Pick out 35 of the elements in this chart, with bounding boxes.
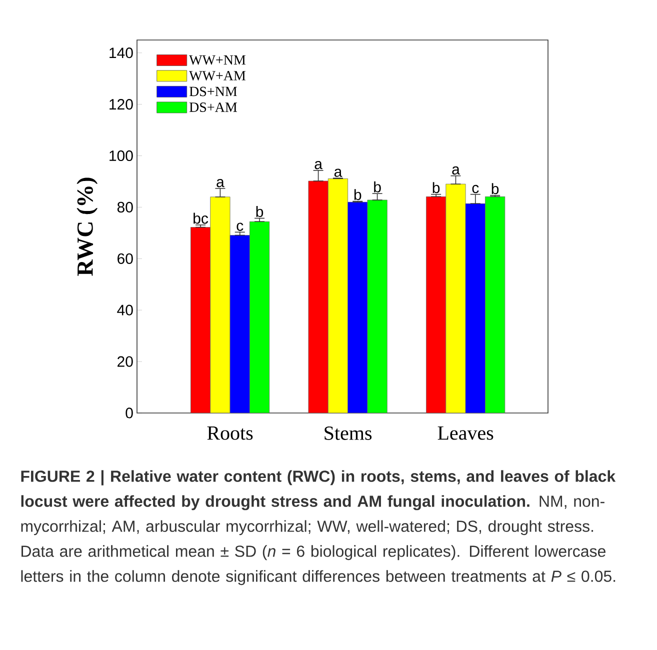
data-label: c bbox=[472, 184, 479, 194]
data-label: b bbox=[432, 182, 440, 194]
data-label: a bbox=[452, 166, 460, 175]
data-label: b bbox=[354, 189, 362, 200]
data-label: bc bbox=[194, 212, 208, 224]
data-label: b bbox=[374, 181, 381, 192]
y-tick-label: 60 bbox=[118, 253, 133, 264]
y-tick-label: 0 bbox=[126, 408, 133, 418]
y-tick-label: 140 bbox=[110, 48, 133, 58]
y-tick-label: 120 bbox=[110, 98, 133, 110]
legend-label: DS+NM bbox=[189, 86, 237, 96]
y-axis-title: RWC (%) bbox=[76, 178, 98, 276]
x-tick-label: Leaves bbox=[438, 426, 494, 440]
y-tick-label: 40 bbox=[117, 304, 133, 316]
legend-label: WW+AM bbox=[189, 71, 246, 81]
y-tick-label: 100 bbox=[110, 150, 133, 162]
legend-label: WW+NM bbox=[189, 55, 246, 65]
y-tick-label: 20 bbox=[118, 356, 133, 367]
bar bbox=[328, 178, 348, 413]
text: FIGURE 2 | Relative water content (RWC) in roots, stems, and leaves of black locust were affected by drought stress and AM fungal inoculation. NM, non-mycorrhizal; AM, arbuscular mycorrhizal; WW, well-watered; DS, drought stress. Data are arithmetical mean ± SD (n = 6 biological replicates). Different lowercase letters in the column denote significant differences between treatments at P ≤ 0.05. bbox=[21, 470, 616, 586]
bar bbox=[446, 184, 466, 413]
legend-label: DS+AM bbox=[189, 102, 237, 112]
x-tick-label: Stems bbox=[324, 426, 372, 440]
y-tick-label: 80 bbox=[117, 202, 133, 212]
x-tick-label: Roots bbox=[207, 426, 253, 440]
data-label: b bbox=[256, 206, 264, 218]
data-label: a bbox=[314, 161, 322, 170]
bar bbox=[210, 196, 230, 413]
data-label: a bbox=[216, 179, 224, 188]
bar bbox=[348, 202, 368, 413]
data-label: b bbox=[492, 183, 499, 194]
data-label: a bbox=[334, 168, 342, 177]
bar bbox=[230, 235, 250, 413]
data-label: c bbox=[236, 222, 244, 231]
bar bbox=[465, 203, 486, 413]
